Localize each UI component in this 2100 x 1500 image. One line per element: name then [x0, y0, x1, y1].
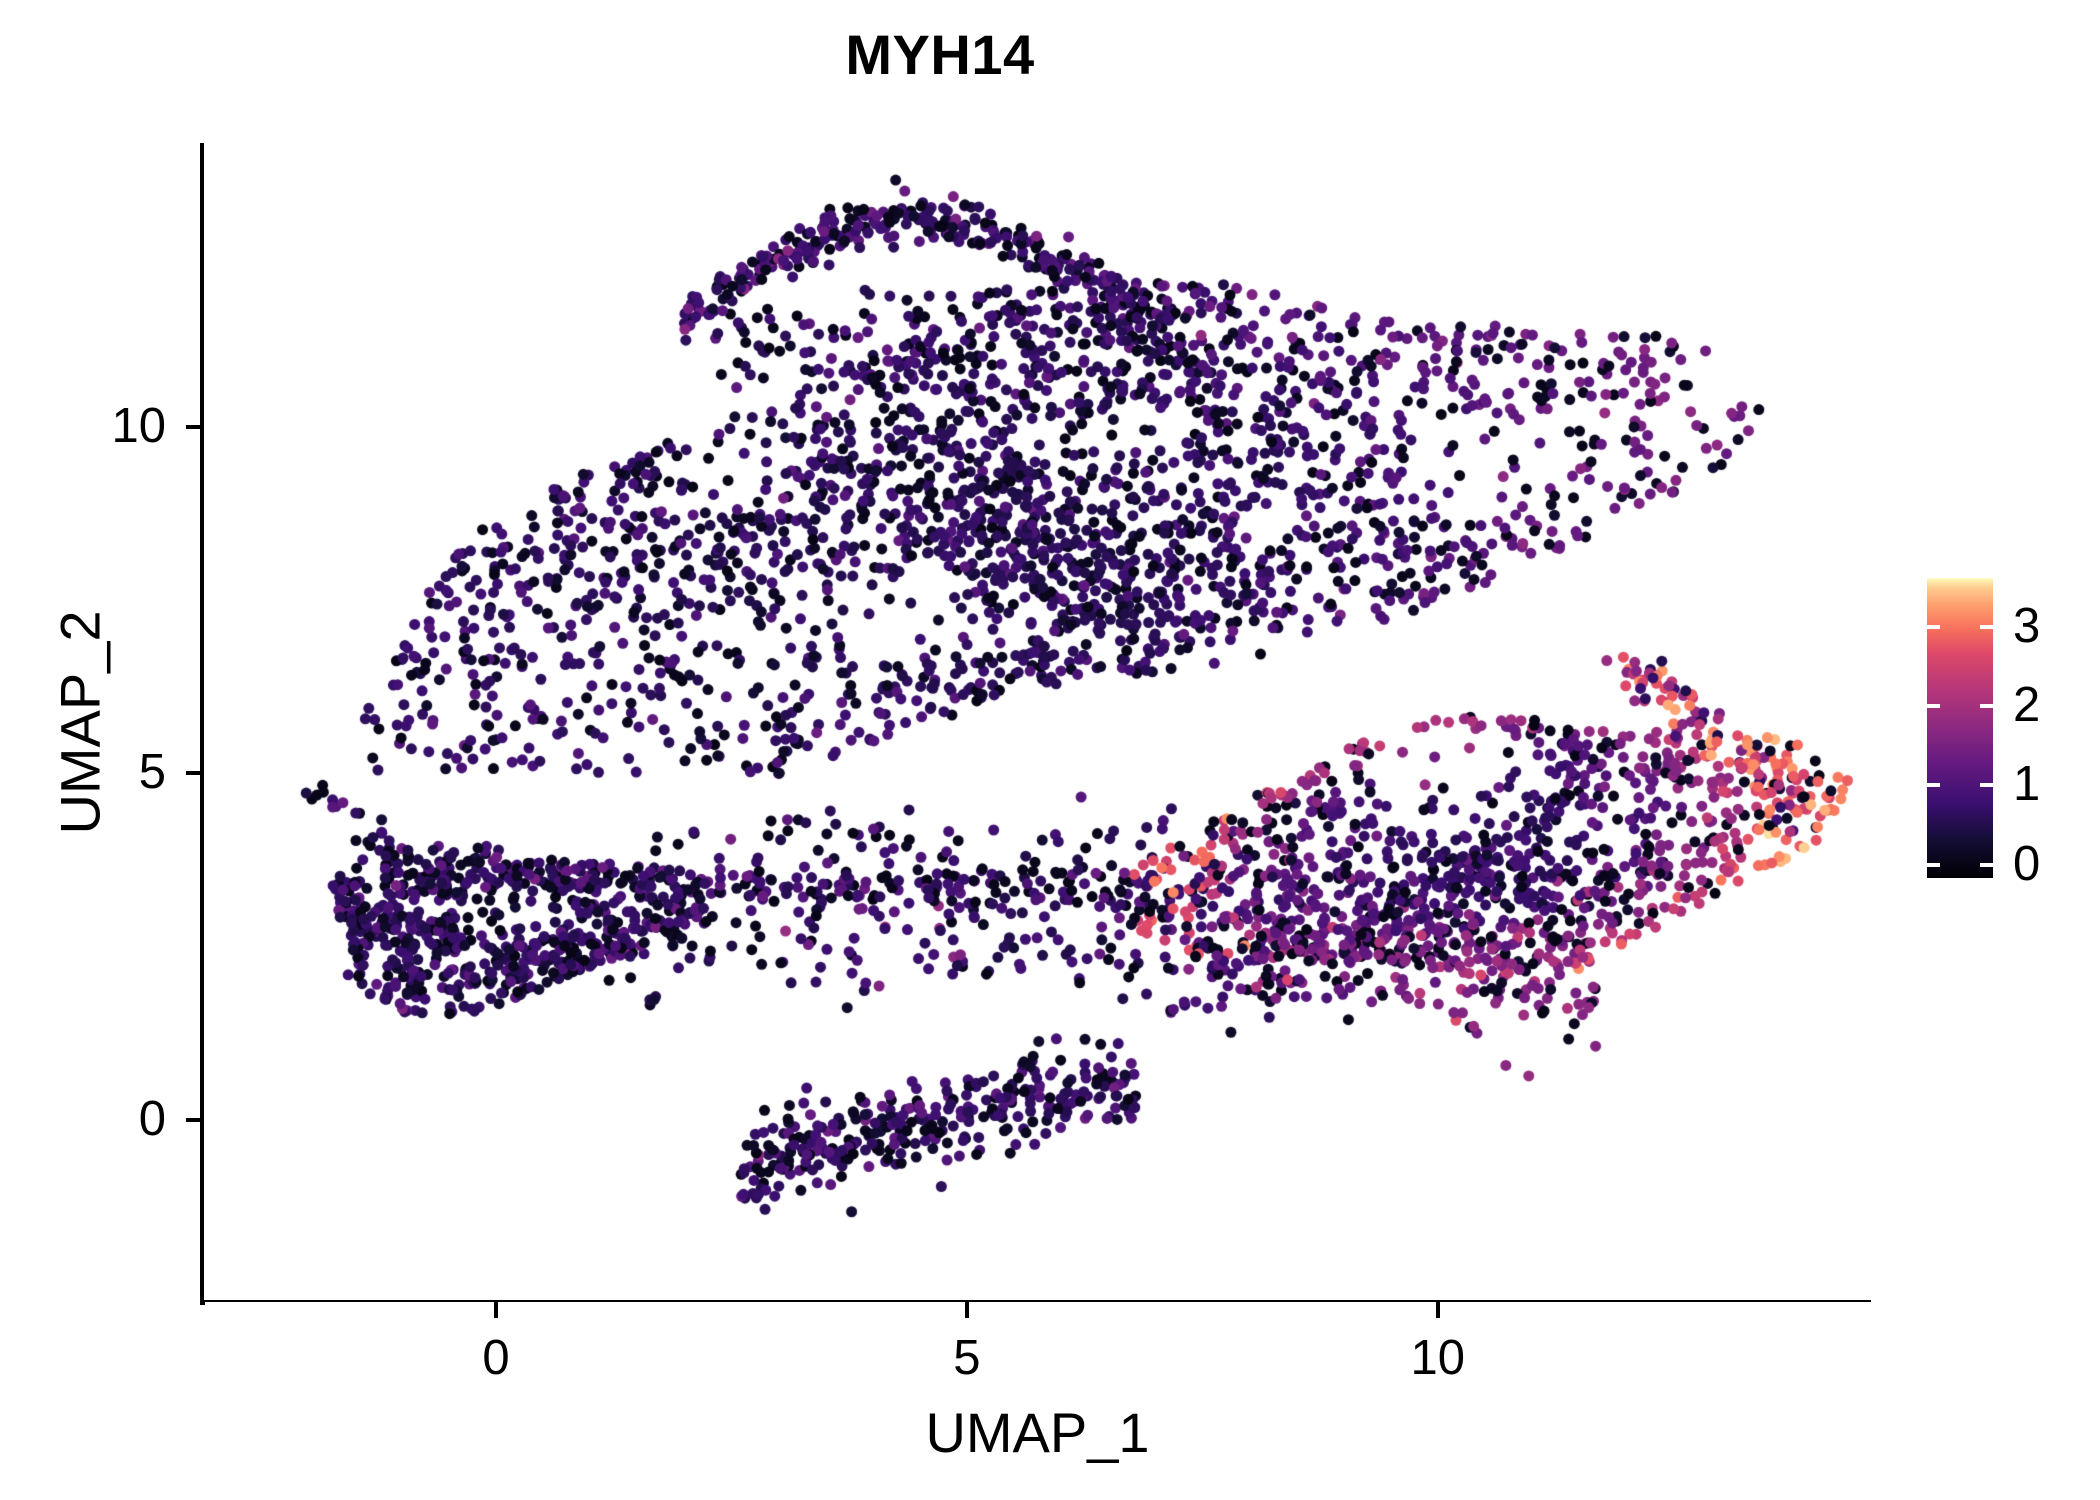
x-tick-label-0: 0	[482, 1331, 510, 1385]
y-tick-label-0: 0	[138, 1091, 166, 1146]
x-tick-mark-10	[1435, 1300, 1440, 1318]
y-axis-line	[200, 143, 205, 1305]
colorbar-tick-0-right	[1980, 862, 1993, 867]
colorbar-label-0: 0	[2013, 836, 2041, 891]
colorbar-tick-1-right	[1980, 783, 1993, 788]
colorbar-legend: 3 2 1 0	[1927, 578, 2040, 888]
colorbar-tick-3-left	[1927, 625, 1940, 630]
colorbar-label-3: 3	[2013, 599, 2041, 654]
y-axis-title: UMAP_2	[48, 610, 112, 835]
colorbar-tick-1-left	[1927, 783, 1940, 788]
colorbar-gradient	[1927, 578, 1993, 878]
page-title: MYH14	[845, 23, 1035, 86]
colorbar-label-2: 2	[2013, 678, 2041, 733]
x-axis-title: UMAP_1	[925, 1401, 1150, 1464]
colorbar-tick-3-right	[1980, 625, 1993, 630]
x-tick-label-10: 10	[1410, 1331, 1466, 1385]
x-tick-label-5: 5	[953, 1331, 981, 1385]
x-tick-mark-5	[964, 1300, 969, 1318]
x-tick-mark-0	[493, 1300, 498, 1318]
colorbar-label-1: 1	[2013, 757, 2041, 812]
y-tick-mark-10	[186, 425, 204, 430]
y-tick-label-10: 10	[111, 399, 166, 454]
colorbar-tick-2-left	[1927, 704, 1940, 709]
colorbar-tick-2-right	[1980, 704, 1993, 709]
y-tick-label-5: 5	[138, 745, 166, 800]
scatter-points-canvas	[204, 143, 1871, 1300]
y-tick-mark-5	[186, 771, 204, 776]
y-tick-mark-0	[186, 1117, 204, 1122]
colorbar-tick-0-left	[1927, 862, 1940, 867]
